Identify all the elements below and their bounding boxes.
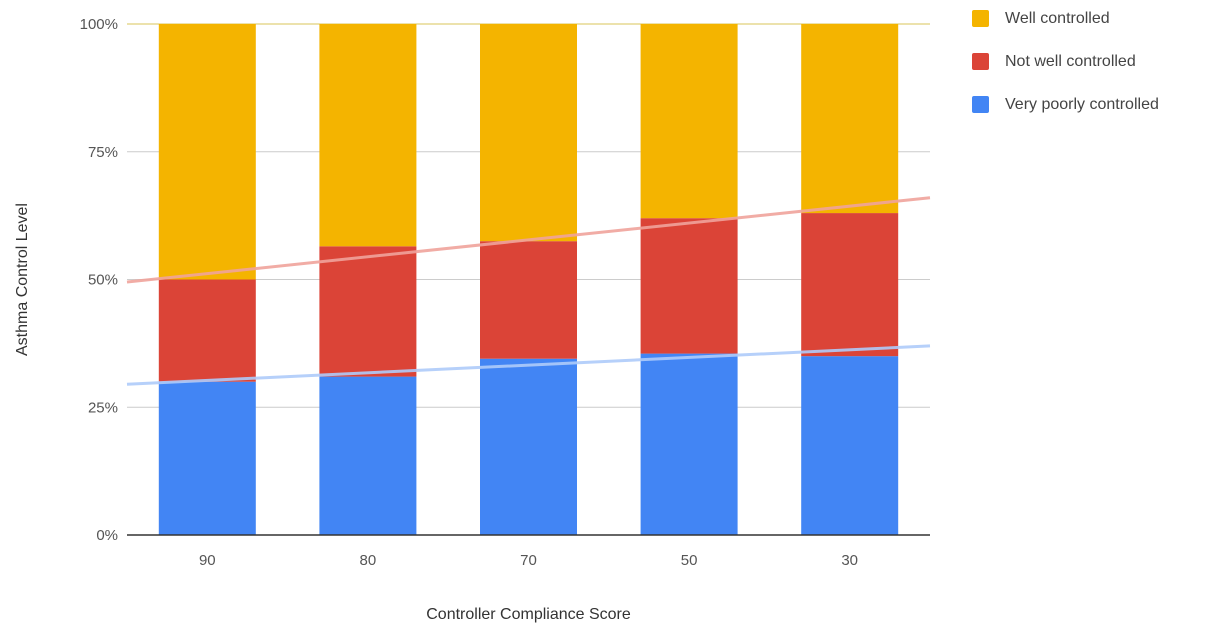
y-axis-ticks: 0% 25% 50% 75% 100% <box>80 16 118 544</box>
y-axis-title: Asthma Control Level <box>14 203 31 356</box>
bars <box>158 24 899 535</box>
bar-segment[interactable] <box>640 218 738 354</box>
trendline <box>126 344 931 386</box>
x-axis-ticks: 90 80 70 50 30 <box>199 552 858 569</box>
bar-segment[interactable] <box>801 356 899 535</box>
y-tick-label: 75% <box>88 144 118 161</box>
y-tick-label: 25% <box>88 399 118 416</box>
bar-segment[interactable] <box>158 381 256 535</box>
bar-segment[interactable] <box>319 376 417 535</box>
bar-segment[interactable] <box>319 24 417 247</box>
bar-segment[interactable] <box>480 241 577 359</box>
bar-segment[interactable] <box>158 24 256 280</box>
bar-segment[interactable] <box>480 358 577 535</box>
bar-segment[interactable] <box>319 246 417 377</box>
x-tick-label: 80 <box>360 552 377 569</box>
legend-label: Not well controlled <box>1005 52 1136 70</box>
legend-swatch-not-well-controlled <box>972 53 989 70</box>
bar-segment[interactable] <box>801 24 899 214</box>
x-tick-label: 90 <box>199 552 216 569</box>
legend-swatch-well-controlled <box>972 10 989 27</box>
bar-segment[interactable] <box>801 213 899 357</box>
y-tick-label: 0% <box>96 527 118 544</box>
y-tick-label: 50% <box>88 272 118 289</box>
legend-item-not-well-controlled[interactable]: Not well controlled <box>972 51 1159 72</box>
bar-segment[interactable] <box>640 353 738 535</box>
legend-item-very-poorly-controlled[interactable]: Very poorly controlled <box>972 94 1159 115</box>
legend-swatch-very-poorly-controlled <box>972 96 989 113</box>
trendlines <box>126 196 931 386</box>
bar-segment[interactable] <box>480 24 577 242</box>
legend-label: Well controlled <box>1005 9 1110 27</box>
x-tick-label: 50 <box>681 552 698 569</box>
x-axis-title: Controller Compliance Score <box>426 606 631 623</box>
x-tick-label: 30 <box>841 552 858 569</box>
legend: Well controlled Not well controlled Very… <box>972 8 1159 137</box>
x-tick-label: 70 <box>520 552 537 569</box>
legend-item-well-controlled[interactable]: Well controlled <box>972 8 1159 29</box>
bar-segment[interactable] <box>640 24 738 219</box>
legend-label: Very poorly controlled <box>1005 95 1159 113</box>
trendline <box>126 196 931 284</box>
y-tick-label: 100% <box>80 16 118 33</box>
bar-segment[interactable] <box>158 279 256 382</box>
